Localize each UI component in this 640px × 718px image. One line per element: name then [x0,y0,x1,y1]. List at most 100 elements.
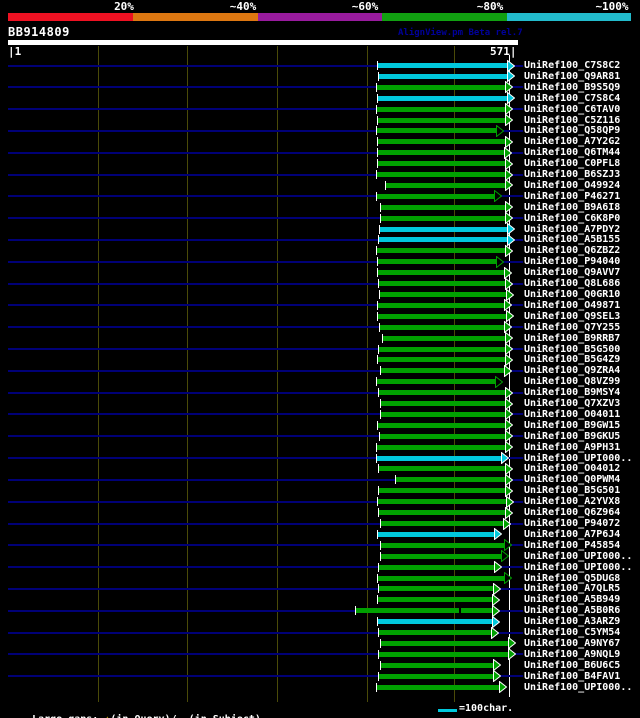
alignment-bar[interactable] [378,259,497,264]
subject-label[interactable]: UniRef100_Q7Y255 [524,322,621,333]
subject-label[interactable]: UniRef100_Q7XZV3 [524,398,621,409]
subject-label[interactable]: UniRef100_A5B155 [524,234,621,245]
subject-label[interactable]: UniRef100_Q6Z964 [524,507,621,518]
subject-label[interactable]: UniRef100_O04011 [524,409,621,420]
alignment-bar[interactable] [381,412,506,417]
alignment-bar[interactable] [380,434,506,439]
subject-label[interactable]: UniRef100_O04012 [524,463,621,474]
alignment-bar[interactable] [377,172,506,177]
alignment-bar[interactable] [379,466,506,471]
alignment-bar[interactable] [379,586,494,591]
subject-label[interactable]: UniRef100_B5G501 [524,485,621,496]
alignment-bar[interactable] [379,74,508,79]
subject-label[interactable]: UniRef100_Q9SEL3 [524,311,621,322]
alignment-bar[interactable] [379,281,506,286]
alignment-bar[interactable] [381,205,506,210]
alignment-bar[interactable] [379,488,506,493]
subject-label[interactable]: UniRef100_P94072 [524,518,621,529]
subject-label[interactable]: UniRef100_B5G500 [524,344,621,355]
alignment-bar[interactable] [378,357,506,362]
alignment-bar[interactable] [381,368,505,373]
alignment-bar[interactable] [381,216,506,221]
alignment-bar[interactable] [379,237,508,242]
subject-label[interactable]: UniRef100_UPI000.. [524,453,633,464]
alignment-bar[interactable] [378,139,506,144]
subject-label[interactable]: UniRef100_A7Y2G2 [524,136,621,147]
alignment-bar[interactable] [381,554,502,559]
alignment-bar[interactable] [396,477,506,482]
subject-label[interactable]: UniRef100_A9NY67 [524,638,621,649]
alignment-bar[interactable] [379,390,506,395]
alignment-bar[interactable] [378,499,507,504]
subject-label[interactable]: UniRef100_O49871 [524,300,621,311]
alignment-bar[interactable] [378,314,507,319]
alignment-bar[interactable] [378,303,505,308]
subject-label[interactable]: UniRef100_A9NQL9 [524,649,621,660]
subject-label[interactable]: UniRef100_B9A6I8 [524,202,621,213]
alignment-bar[interactable] [383,336,506,341]
subject-label[interactable]: UniRef100_B6U6C5 [524,660,621,671]
subject-label[interactable]: UniRef100_B6SZJ3 [524,169,621,180]
alignment-bar[interactable] [379,510,506,515]
subject-label[interactable]: UniRef100_C6TAV0 [524,104,621,115]
alignment-bar[interactable] [377,445,506,450]
subject-label[interactable]: UniRef100_B4FAV1 [524,671,621,682]
subject-label[interactable]: UniRef100_O49924 [524,180,621,191]
subject-label[interactable]: UniRef100_C6K8P0 [524,213,621,224]
alignment-bar[interactable] [356,608,493,613]
subject-label[interactable]: UniRef100_Q5DUG8 [524,573,621,584]
subject-label[interactable]: UniRef100_A9PH31 [524,442,621,453]
alignment-bar[interactable] [379,347,506,352]
subject-label[interactable]: UniRef100_C7S8C4 [524,93,621,104]
subject-label[interactable]: UniRef100_UPI000.. [524,551,633,562]
subject-label[interactable]: UniRef100_A2YVX8 [524,496,621,507]
subject-label[interactable]: UniRef100_A5B0R6 [524,605,621,616]
alignment-bar[interactable] [380,292,507,297]
alignment-bar[interactable] [378,118,506,123]
subject-label[interactable]: UniRef100_P46271 [524,191,621,202]
alignment-bar[interactable] [381,663,494,668]
subject-label[interactable]: UniRef100_B9S5Q9 [524,82,621,93]
alignment-bar[interactable] [377,379,496,384]
subject-label[interactable]: UniRef100_P94040 [524,256,621,267]
subject-label[interactable]: UniRef100_C7S8C2 [524,60,621,71]
subject-label[interactable]: UniRef100_A7P6J4 [524,529,621,540]
alignment-bar[interactable] [377,248,506,253]
alignment-bar[interactable] [386,183,506,188]
subject-label[interactable]: UniRef100_UPI000.. [524,562,633,573]
alignment-bar[interactable] [378,423,506,428]
alignment-bar[interactable] [378,576,505,581]
subject-label[interactable]: UniRef100_A7PDY2 [524,224,621,235]
alignment-bar[interactable] [378,150,505,155]
subject-label[interactable]: UniRef100_Q8VZ99 [524,376,621,387]
alignment-bar[interactable] [381,543,505,548]
subject-label[interactable]: UniRef100_B9GW15 [524,420,621,431]
alignment-bar[interactable] [381,401,506,406]
alignment-bar[interactable] [378,161,506,166]
alignment-bar[interactable] [379,565,495,570]
subject-label[interactable]: UniRef100_B9GKU5 [524,431,621,442]
subject-label[interactable]: UniRef100_Q0GR10 [524,289,621,300]
subject-label[interactable]: UniRef100_UPI000.. [524,682,633,693]
alignment-bar[interactable] [378,619,493,624]
subject-label[interactable]: UniRef100_Q9ZRA4 [524,365,621,376]
subject-label[interactable]: UniRef100_A5B949 [524,594,621,605]
alignment-bar[interactable] [378,63,508,68]
alignment-bar[interactable] [378,597,493,602]
subject-label[interactable]: UniRef100_P45854 [524,540,621,551]
subject-label[interactable]: UniRef100_B9MSY4 [524,387,621,398]
alignment-bar[interactable] [381,521,504,526]
subject-label[interactable]: UniRef100_A3ARZ9 [524,616,621,627]
alignment-bar[interactable] [378,96,508,101]
alignment-bar[interactable] [379,674,494,679]
subject-label[interactable]: UniRef100_B9RRB7 [524,333,621,344]
subject-label[interactable]: UniRef100_Q9AR81 [524,71,621,82]
subject-label[interactable]: UniRef100_Q6TM44 [524,147,621,158]
subject-label[interactable]: UniRef100_A7QLR5 [524,583,621,594]
subject-label[interactable]: UniRef100_C5YM54 [524,627,621,638]
alignment-bar[interactable] [380,325,505,330]
subject-label[interactable]: UniRef100_C5Z116 [524,115,621,126]
alignment-bar[interactable] [381,641,509,646]
subject-label[interactable]: UniRef100_Q6ZBZ2 [524,245,621,256]
alignment-bar[interactable] [378,532,495,537]
